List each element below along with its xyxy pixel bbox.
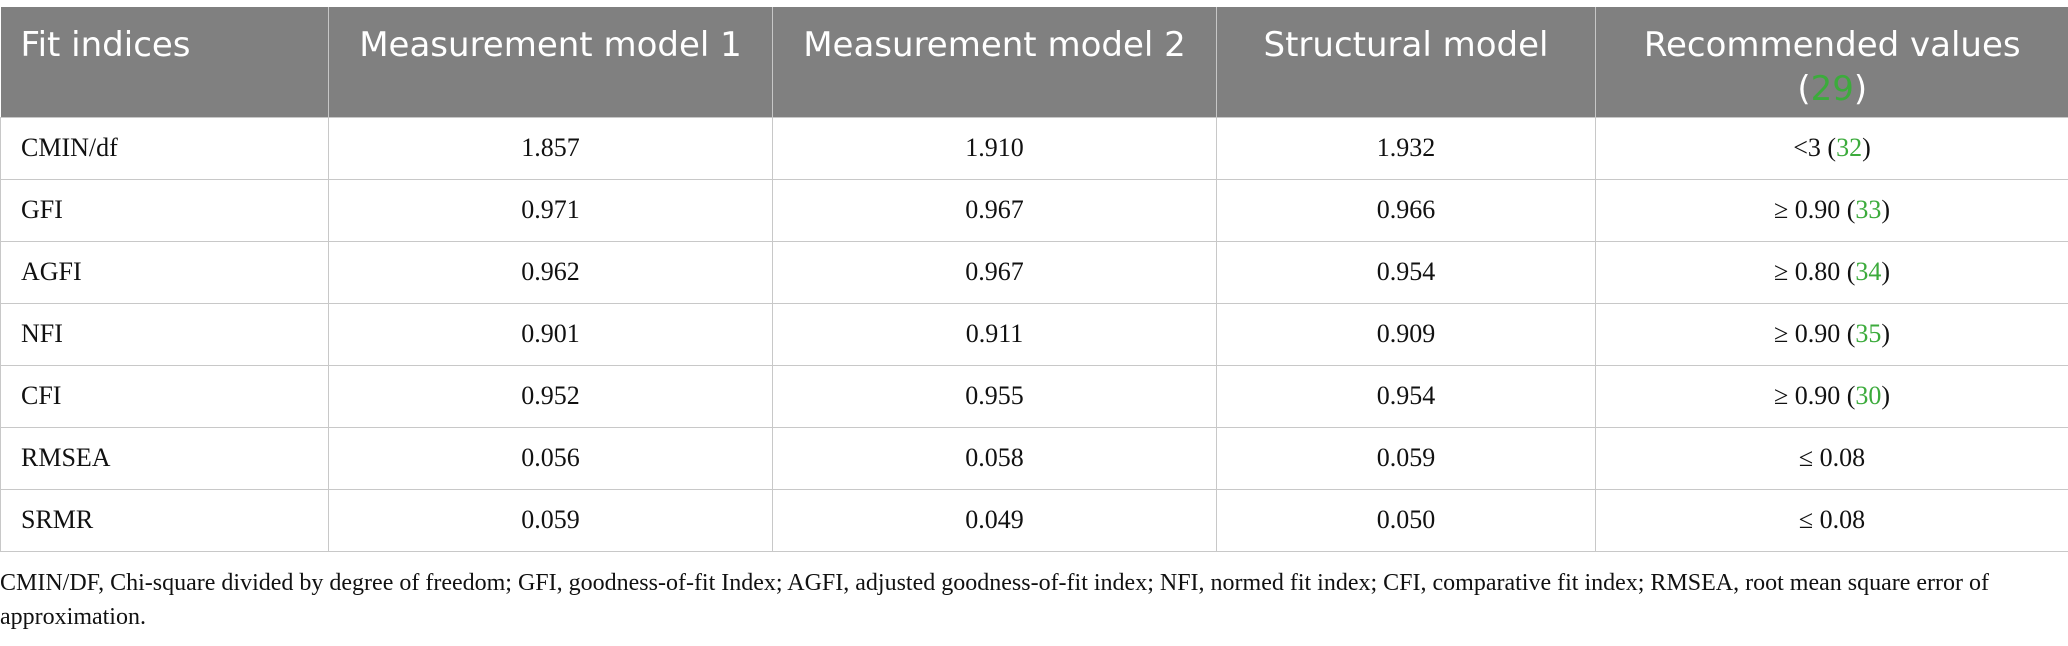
header-measurement-model-1: Measurement model 1 [328, 7, 773, 117]
cell-structural-model: 0.059 [1216, 426, 1596, 490]
reference-link[interactable]: 32 [1836, 133, 1863, 162]
cell-measurement-model-1: 0.901 [328, 302, 773, 366]
cell-measurement-model-2: 1.910 [772, 116, 1217, 180]
header-reference-link[interactable]: 29 [1810, 69, 1854, 109]
cell-structural-model: 0.954 [1216, 364, 1596, 428]
cell-recommended-value: ≤ 0.08 [1595, 488, 2068, 552]
header-structural-model: Structural model [1216, 7, 1596, 117]
cell-recommended-value: ≥ 0.90 (30) [1595, 364, 2068, 428]
cell-measurement-model-1: 0.056 [328, 426, 773, 490]
cell-fit-index: GFI [0, 178, 329, 242]
reference-link[interactable]: 33 [1855, 195, 1882, 224]
cell-measurement-model-1: 0.962 [328, 240, 773, 304]
table-row: SRMR 0.059 0.049 0.050 ≤ 0.08 [0, 488, 2068, 552]
cell-measurement-model-2: 0.049 [772, 488, 1217, 552]
table-row: CMIN/df 1.857 1.910 1.932 <3 (32) [0, 116, 2068, 180]
table-row: AGFI 0.962 0.967 0.954 ≥ 0.80 (34) [0, 240, 2068, 304]
cell-fit-index: SRMR [0, 488, 329, 552]
cell-fit-index: RMSEA [0, 426, 329, 490]
reference-link[interactable]: 35 [1855, 319, 1882, 348]
fit-indices-table: Fit indices Measurement model 1 Measurem… [0, 7, 2068, 552]
cell-recommended-value: ≥ 0.80 (34) [1595, 240, 2068, 304]
table-row: RMSEA 0.056 0.058 0.059 ≤ 0.08 [0, 426, 2068, 490]
table-header-row: Fit indices Measurement model 1 Measurem… [0, 7, 2068, 117]
cell-measurement-model-1: 0.971 [328, 178, 773, 242]
header-measurement-model-2: Measurement model 2 [772, 7, 1217, 117]
recommended-value-text: <3 [1793, 133, 1821, 162]
cell-measurement-model-2: 0.955 [772, 364, 1217, 428]
cell-fit-index: NFI [0, 302, 329, 366]
cell-measurement-model-2: 0.911 [772, 302, 1217, 366]
cell-measurement-model-2: 0.967 [772, 178, 1217, 242]
header-fit-indices: Fit indices [0, 7, 329, 117]
recommended-value-text: ≥ 0.90 [1773, 319, 1841, 348]
table-body: CMIN/df 1.857 1.910 1.932 <3 (32) GFI 0.971 0.9… [0, 116, 2068, 552]
cell-recommended-value: ≥ 0.90 (35) [1595, 302, 2068, 366]
header-recommended-label: Recommended values [1643, 25, 2021, 65]
cell-recommended-value: ≤ 0.08 [1595, 426, 2068, 490]
cell-measurement-model-1: 0.059 [328, 488, 773, 552]
cell-measurement-model-1: 0.952 [328, 364, 773, 428]
reference-link[interactable]: 30 [1855, 381, 1882, 410]
recommended-value-text: ≤ 0.08 [1798, 505, 1866, 534]
cell-fit-index: CFI [0, 364, 329, 428]
cell-fit-index: AGFI [0, 240, 329, 304]
cell-structural-model: 0.966 [1216, 178, 1596, 242]
table-row: NFI 0.901 0.911 0.909 ≥ 0.90 (35) [0, 302, 2068, 366]
recommended-value-text: ≥ 0.80 [1773, 257, 1841, 286]
table-row: GFI 0.971 0.967 0.966 ≥ 0.90 (33) [0, 178, 2068, 242]
cell-measurement-model-2: 0.967 [772, 240, 1217, 304]
recommended-value-text: ≤ 0.08 [1798, 443, 1866, 472]
cell-structural-model: 1.932 [1216, 116, 1596, 180]
recommended-value-text: ≥ 0.90 [1773, 381, 1841, 410]
cell-fit-index: CMIN/df [0, 116, 329, 180]
table-row: CFI 0.952 0.955 0.954 ≥ 0.90 (30) [0, 364, 2068, 428]
recommended-value-text: ≥ 0.90 [1773, 195, 1841, 224]
cell-structural-model: 0.050 [1216, 488, 1596, 552]
cell-measurement-model-1: 1.857 [328, 116, 773, 180]
fit-indices-table-container: Fit indices Measurement model 1 Measurem… [0, 7, 2068, 552]
cell-recommended-value: ≥ 0.90 (33) [1595, 178, 2068, 242]
cell-structural-model: 0.954 [1216, 240, 1596, 304]
header-recommended-values: Recommended values (29) [1595, 7, 2068, 117]
table-footnote: CMIN/DF, Chi-square divided by degree of… [0, 570, 1990, 630]
cell-structural-model: 0.909 [1216, 302, 1596, 366]
reference-link[interactable]: 34 [1855, 257, 1882, 286]
cell-recommended-value: <3 (32) [1595, 116, 2068, 180]
cell-measurement-model-2: 0.058 [772, 426, 1217, 490]
